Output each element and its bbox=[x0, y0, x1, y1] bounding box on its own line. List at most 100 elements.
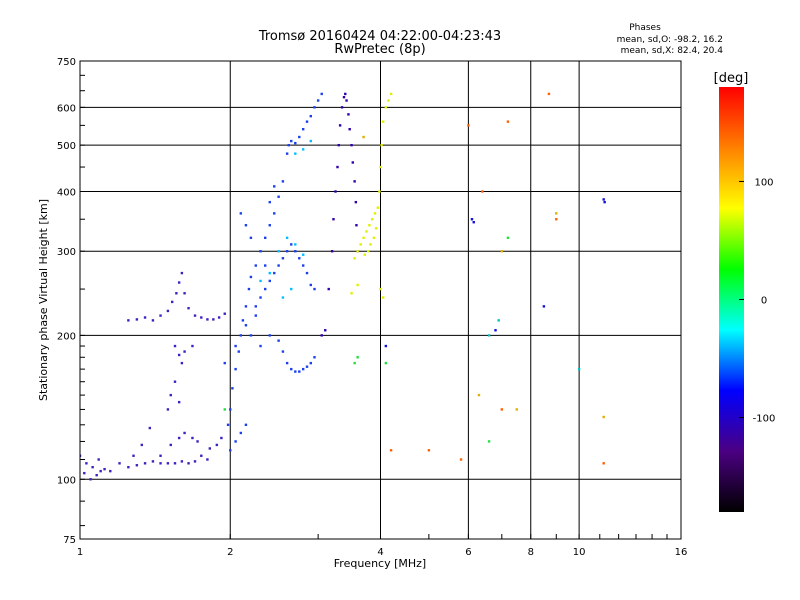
data-point bbox=[301, 264, 305, 267]
data-point bbox=[354, 200, 358, 204]
data-point bbox=[494, 329, 497, 332]
data-point bbox=[191, 344, 194, 348]
y-tick-label: 750 bbox=[57, 57, 76, 68]
data-point bbox=[338, 124, 342, 127]
data-point bbox=[294, 250, 297, 253]
data-point bbox=[459, 458, 463, 461]
data-point bbox=[324, 329, 327, 332]
data-point bbox=[353, 180, 356, 183]
data-point bbox=[298, 135, 301, 139]
data-point bbox=[247, 287, 251, 291]
colorbar-ticks: 100 0 -100 bbox=[739, 177, 776, 425]
data-point bbox=[249, 275, 253, 279]
data-point bbox=[95, 473, 98, 477]
data-point bbox=[229, 449, 232, 452]
data-point bbox=[223, 312, 226, 315]
data-point bbox=[340, 106, 344, 109]
data-point bbox=[487, 440, 491, 443]
data-point bbox=[268, 279, 271, 283]
colorbar-tick-label: -100 bbox=[753, 414, 776, 425]
data-point bbox=[316, 99, 320, 102]
data-point bbox=[277, 339, 280, 342]
data-point bbox=[143, 316, 147, 319]
data-point bbox=[173, 380, 177, 383]
legend-title: Phases bbox=[629, 23, 661, 33]
data-point bbox=[381, 120, 385, 123]
data-point bbox=[384, 361, 388, 365]
data-point bbox=[356, 250, 359, 253]
data-point bbox=[212, 318, 215, 321]
data-point bbox=[244, 224, 248, 227]
x-tick-label: 10 bbox=[573, 547, 586, 558]
colorbar-label: [deg] bbox=[714, 71, 749, 86]
data-point bbox=[290, 139, 293, 143]
y-tick-label: 500 bbox=[57, 141, 76, 152]
data-point bbox=[313, 356, 316, 359]
data-point bbox=[294, 141, 297, 145]
data-point bbox=[362, 236, 365, 240]
data-point bbox=[187, 462, 190, 465]
data-point bbox=[379, 165, 382, 169]
x-axis-label: Frequency [MHz] bbox=[334, 557, 426, 570]
chart-title: Tromsø 20160424 04:22:00-04:23:43 bbox=[258, 29, 501, 44]
data-point bbox=[301, 253, 305, 256]
data-point bbox=[200, 454, 203, 457]
data-point bbox=[99, 469, 102, 473]
data-point bbox=[177, 400, 181, 404]
data-point bbox=[320, 334, 323, 337]
data-point bbox=[389, 92, 393, 96]
data-point bbox=[237, 350, 240, 353]
data-point bbox=[301, 148, 305, 151]
colorbar-tick-label: 0 bbox=[761, 296, 767, 307]
data-point bbox=[387, 99, 390, 102]
data-point bbox=[506, 120, 510, 123]
data-point bbox=[277, 250, 280, 253]
data-point bbox=[355, 224, 358, 227]
data-point bbox=[374, 227, 378, 230]
data-point bbox=[169, 393, 172, 397]
legend-line-x: mean, sd,X: 82.4, 20.4 bbox=[621, 46, 724, 56]
data-point bbox=[177, 436, 181, 440]
data-point bbox=[301, 367, 305, 371]
y-tick-label: 75 bbox=[63, 535, 76, 546]
data-point bbox=[220, 436, 223, 440]
data-point bbox=[555, 218, 558, 221]
data-point bbox=[542, 305, 546, 308]
data-point bbox=[350, 143, 353, 147]
data-point bbox=[273, 212, 276, 215]
data-point bbox=[369, 243, 372, 246]
data-point bbox=[290, 287, 293, 291]
data-point bbox=[229, 408, 232, 411]
data-point bbox=[170, 300, 174, 304]
data-point bbox=[380, 143, 383, 147]
data-point bbox=[254, 305, 257, 308]
data-point bbox=[371, 218, 374, 221]
data-point bbox=[268, 271, 271, 275]
data-point bbox=[372, 236, 376, 240]
data-point bbox=[285, 236, 289, 240]
data-point bbox=[359, 243, 362, 246]
data-point bbox=[109, 469, 112, 473]
axis-ticks: 1 2 4 6 8 10 16 75 100 200 300 400 500 600 750 bbox=[57, 57, 687, 558]
data-point bbox=[180, 460, 184, 463]
data-point bbox=[384, 344, 388, 348]
data-point bbox=[373, 212, 377, 215]
data-point bbox=[140, 443, 144, 447]
data-point bbox=[337, 143, 341, 147]
data-point bbox=[277, 264, 280, 267]
grid-lines bbox=[80, 61, 681, 539]
y-tick-label: 200 bbox=[57, 331, 76, 342]
data-point bbox=[135, 318, 139, 321]
data-point bbox=[348, 127, 351, 131]
data-point bbox=[313, 287, 316, 291]
legend-line-o: mean, sd,O: -98.2, 16.2 bbox=[617, 35, 723, 45]
data-point bbox=[603, 200, 606, 204]
data-point bbox=[159, 462, 162, 465]
data-point bbox=[97, 458, 100, 461]
data-point bbox=[515, 408, 518, 411]
data-point bbox=[481, 190, 484, 193]
data-point bbox=[89, 478, 92, 481]
data-point bbox=[577, 367, 581, 371]
colorbar-tick-label: 100 bbox=[754, 177, 773, 188]
